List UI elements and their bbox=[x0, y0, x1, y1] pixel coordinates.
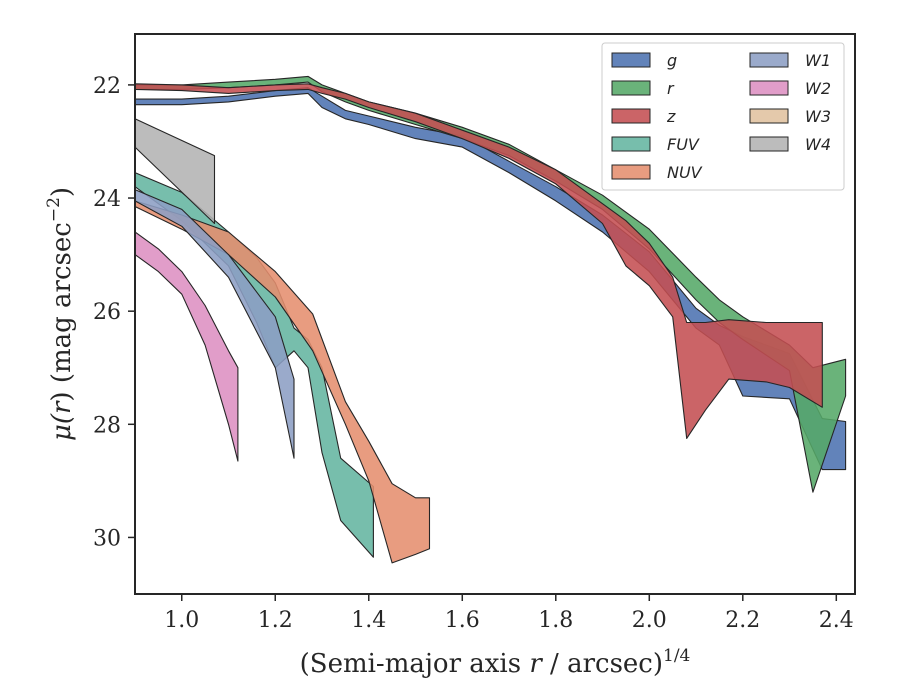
legend-item-W4: W4 bbox=[749, 135, 831, 154]
series-area-NUV bbox=[135, 200, 431, 564]
legend-swatch bbox=[611, 52, 651, 68]
legend-item-g: g bbox=[611, 51, 677, 70]
legend-swatch bbox=[611, 164, 651, 180]
x-axis: 1.0 1.2 1.4 1.6 1.8 2.0 2.2 2.4 bbox=[164, 594, 854, 633]
y-tick-label: 24 bbox=[93, 187, 121, 212]
legend-item-NUV: NUV bbox=[611, 163, 703, 182]
legend-swatch bbox=[749, 136, 789, 152]
y-tick-label: 30 bbox=[93, 526, 121, 551]
legend-swatch bbox=[749, 52, 789, 68]
y-axis-label: μ(r) (mag arcsec−2) bbox=[44, 187, 77, 441]
series-areas bbox=[135, 75, 847, 564]
legend-swatch bbox=[611, 108, 651, 124]
x-tick-label: 2.2 bbox=[725, 608, 760, 633]
legend-label: W4 bbox=[805, 135, 831, 154]
legend-swatch bbox=[611, 136, 651, 152]
y-tick-label: 28 bbox=[93, 413, 121, 438]
series-area-W4 bbox=[135, 118, 216, 225]
x-tick-label: 1.6 bbox=[445, 608, 480, 633]
series-area-z bbox=[135, 83, 823, 439]
series-area-W1 bbox=[135, 189, 295, 459]
x-axis-label: (Semi-major axis r / arcsec)1/4 bbox=[300, 646, 691, 679]
y-tick-label: 22 bbox=[93, 74, 121, 99]
x-tick-label: 1.2 bbox=[258, 608, 293, 633]
x-tick-label: 1.4 bbox=[351, 608, 386, 633]
legend-item-z: z bbox=[611, 107, 676, 126]
legend-item-W3: W3 bbox=[749, 107, 831, 126]
series-area-FUV bbox=[135, 172, 374, 558]
x-tick-label: 1.8 bbox=[538, 608, 573, 633]
series-area-g bbox=[135, 87, 847, 471]
legend-label: W2 bbox=[805, 79, 831, 98]
legend-swatch bbox=[749, 108, 789, 124]
legend-label: z bbox=[666, 107, 676, 126]
legend-item-W1: W1 bbox=[749, 51, 831, 70]
legend-item-FUV: FUV bbox=[611, 135, 700, 154]
legend-frame bbox=[601, 42, 845, 191]
legend-item-W2: W2 bbox=[749, 79, 831, 98]
legend-label: g bbox=[667, 51, 677, 70]
x-tick-label: 2.0 bbox=[632, 608, 667, 633]
series-area-W2 bbox=[135, 231, 239, 462]
legend-label: r bbox=[667, 79, 675, 98]
legend-label: W1 bbox=[805, 51, 831, 70]
y-tick-label: 26 bbox=[93, 300, 121, 325]
legend-label: FUV bbox=[667, 135, 700, 154]
legend-swatch bbox=[749, 80, 789, 96]
y-axis: 22 24 26 28 30 bbox=[93, 74, 135, 551]
x-tick-label: 2.4 bbox=[819, 608, 854, 633]
x-tick-label: 1.0 bbox=[164, 608, 199, 633]
plot-frame bbox=[134, 33, 856, 595]
legend-swatch bbox=[611, 80, 651, 96]
legend-item-r: r bbox=[611, 79, 675, 98]
legend-label: NUV bbox=[667, 163, 703, 182]
legend: grz FUV NUV W1 W2 W3 W4 bbox=[601, 42, 845, 191]
legend-label: W3 bbox=[805, 107, 831, 126]
